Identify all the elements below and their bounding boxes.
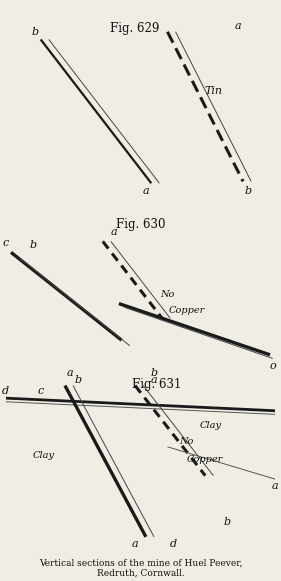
Text: b: b xyxy=(223,518,230,528)
Text: Copper: Copper xyxy=(187,455,223,464)
Text: Copper: Copper xyxy=(168,306,205,315)
Text: Clay: Clay xyxy=(32,451,55,460)
Text: Vertical sections of the mine of Huel Peever,
Redruth, Cornwall.: Vertical sections of the mine of Huel Pe… xyxy=(39,559,242,578)
Text: d: d xyxy=(2,386,9,396)
Text: b: b xyxy=(29,240,36,250)
Text: Fig. 630: Fig. 630 xyxy=(116,217,165,231)
Text: b: b xyxy=(245,186,252,196)
Text: a: a xyxy=(67,368,74,378)
Text: b: b xyxy=(75,375,82,385)
Text: No: No xyxy=(160,290,175,299)
Text: a: a xyxy=(110,227,117,237)
Text: d: d xyxy=(169,539,176,549)
Text: a: a xyxy=(151,375,157,385)
Text: o: o xyxy=(269,361,276,371)
Text: b: b xyxy=(32,27,39,37)
Text: Fig. 629: Fig. 629 xyxy=(110,22,160,35)
Text: b: b xyxy=(150,368,158,378)
Text: a: a xyxy=(234,21,241,31)
Text: c: c xyxy=(38,386,44,396)
Text: Fig. 631: Fig. 631 xyxy=(132,378,181,392)
Text: No: No xyxy=(179,437,194,446)
Text: a: a xyxy=(142,186,149,196)
Text: a: a xyxy=(132,539,139,549)
Text: Tin: Tin xyxy=(204,86,222,96)
Text: Clay: Clay xyxy=(200,421,222,430)
Text: a: a xyxy=(272,482,279,492)
Text: c: c xyxy=(3,238,9,248)
